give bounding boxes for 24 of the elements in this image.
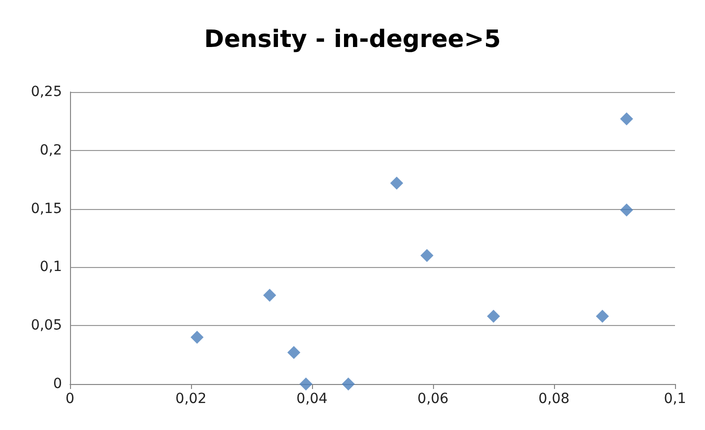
point [487,310,500,323]
x-tick-label: 0,04 [296,391,328,407]
point [299,378,312,390]
x-tick-label: 0,06 [417,391,449,407]
y-tick-label: 0,25 [30,84,62,100]
point [620,203,634,216]
x-tick-label: 0,08 [538,391,570,407]
y-tick-label: 0,1 [40,259,62,276]
y-tick-label: 0,15 [30,200,62,217]
x-tick-label: 0 [66,391,74,407]
chart-title: Density - in-degree>5 [204,25,501,53]
point [620,112,634,126]
x-tick-label: 0,1 [664,391,686,407]
point [263,288,276,302]
point [190,330,204,344]
x-tick-label: 0,02 [175,391,207,407]
point [390,176,404,190]
y-tick-label: 0 [53,376,62,392]
point [420,249,434,262]
y-tick-label: 0,05 [30,318,62,334]
point [596,310,609,323]
point [342,378,355,390]
y-tick-label: 0,2 [40,142,62,158]
point [287,346,300,359]
